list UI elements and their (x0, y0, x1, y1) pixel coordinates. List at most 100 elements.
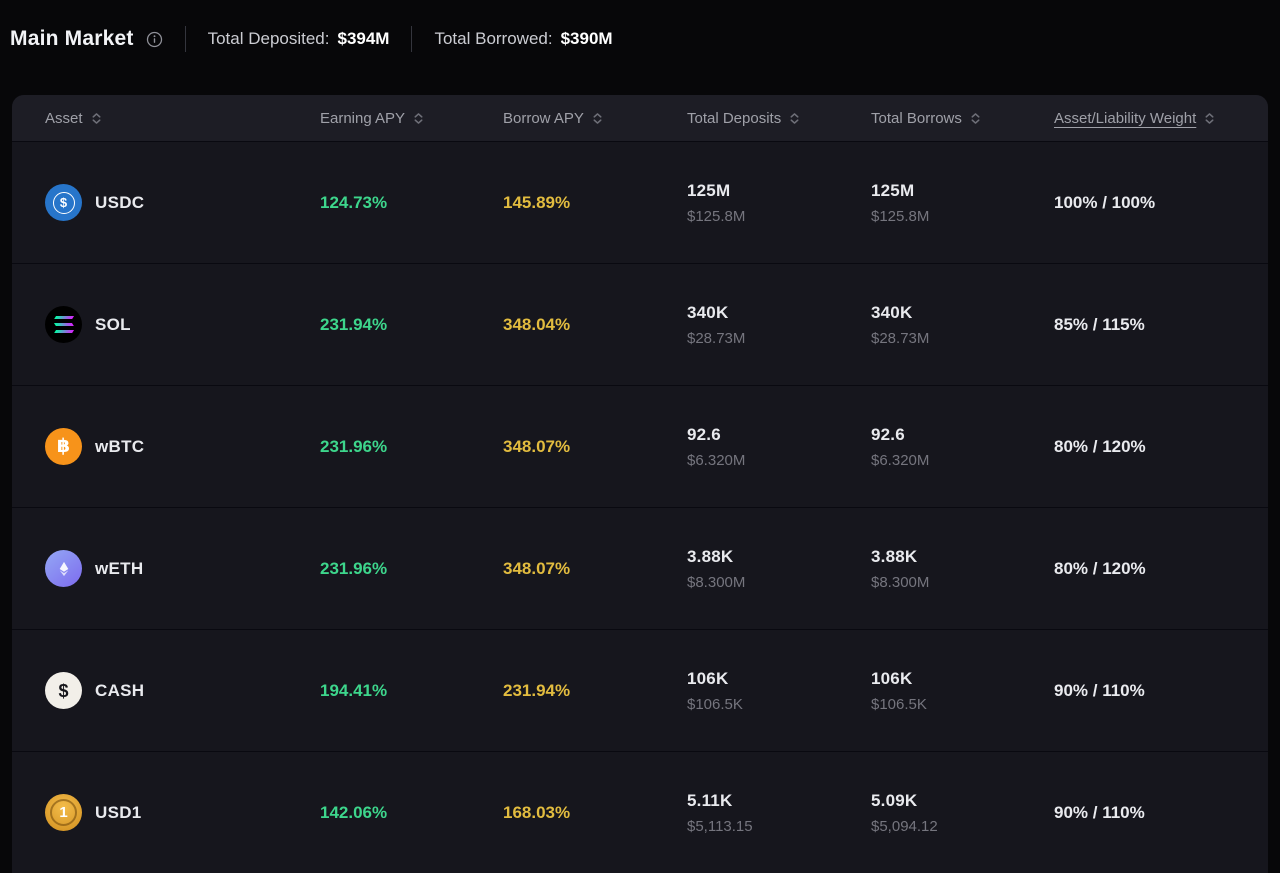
total-deposits-usd: $106.5K (687, 695, 743, 713)
asset-liability-weight: 80% / 120% (1054, 436, 1146, 456)
earning-apy-value: 231.94% (320, 314, 388, 334)
total-borrows-usd: $28.73M (871, 329, 930, 347)
table-header-row: Asset Earning APY Borrow APY Total Depos… (12, 95, 1268, 141)
total-deposits-usd: $5,113.15 (687, 817, 753, 835)
info-icon[interactable] (146, 31, 163, 48)
sol-icon (45, 306, 82, 343)
sort-icon[interactable] (412, 112, 425, 125)
total-deposits-cell: 125M $125.8M (687, 181, 871, 225)
total-borrows-cell: 5.09K $5,094.12 (871, 791, 1054, 835)
asset-name: SOL (95, 314, 131, 334)
total-borrows-cell: 92.6 $6.320M (871, 425, 1054, 469)
column-header-borrow-apy[interactable]: Borrow APY (503, 110, 687, 127)
total-borrows-usd: $6.320M (871, 451, 930, 469)
total-borrows-value: 106K (871, 668, 913, 688)
total-deposits-cell: 92.6 $6.320M (687, 425, 871, 469)
wbtc-icon: ฿ (45, 428, 82, 465)
usdc-icon: $ (45, 184, 82, 221)
column-header-asset-liability-weight[interactable]: Asset/Liability Weight (1054, 110, 1268, 127)
total-borrows-value: 3.88K (871, 546, 918, 566)
total-borrows-cell: 3.88K $8.300M (871, 547, 1054, 591)
column-header-asset[interactable]: Asset (12, 110, 320, 127)
total-deposited-label: Total Deposited: (207, 29, 330, 48)
column-header-total-borrows[interactable]: Total Borrows (871, 110, 1054, 127)
total-deposits-usd: $125.8M (687, 207, 746, 225)
total-deposits-cell: 5.11K $5,113.15 (687, 791, 871, 835)
total-borrows-cell: 125M $125.8M (871, 181, 1054, 225)
sort-icon[interactable] (969, 112, 982, 125)
asset-liability-weight: 85% / 115% (1054, 314, 1145, 334)
asset-cell: ฿ wBTC (12, 428, 320, 465)
total-deposits-value: 92.6 (687, 424, 721, 444)
column-label: Asset/Liability Weight (1054, 109, 1197, 127)
total-borrows-cell: 106K $106.5K (871, 669, 1054, 713)
total-deposits-value: 106K (687, 668, 729, 688)
total-deposits-usd: $8.300M (687, 573, 746, 591)
asset-cell: $ CASH (12, 672, 320, 709)
sort-icon[interactable] (1203, 112, 1216, 125)
borrow-apy-value: 348.07% (503, 558, 571, 578)
total-deposits-cell: 3.88K $8.300M (687, 547, 871, 591)
total-borrows-value: 5.09K (871, 790, 918, 810)
sort-icon[interactable] (90, 112, 103, 125)
asset-cell: 1 USD1 (12, 794, 320, 831)
weth-icon (45, 550, 82, 587)
column-label: Total Deposits (687, 109, 782, 127)
asset-cell: wETH (12, 550, 320, 587)
total-deposits-value: 3.88K (687, 546, 734, 566)
cash-icon: $ (45, 672, 82, 709)
usd1-icon: 1 (45, 794, 82, 831)
column-header-earning-apy[interactable]: Earning APY (320, 110, 503, 127)
earning-apy-value: 142.06% (320, 802, 388, 822)
asset-liability-weight: 80% / 120% (1054, 558, 1146, 578)
table-row[interactable]: $ USDC 124.73% 145.89% 125M $125.8M 125M… (12, 141, 1268, 263)
total-borrows-usd: $8.300M (871, 573, 930, 591)
asset-liability-weight: 90% / 110% (1054, 802, 1145, 822)
total-deposits-value: 5.11K (687, 790, 733, 810)
borrow-apy-value: 231.94% (503, 680, 571, 700)
total-deposits-usd: $6.320M (687, 451, 746, 469)
earning-apy-value: 194.41% (320, 680, 388, 700)
asset-cell: $ USDC (12, 184, 320, 221)
market-header: Main Market Total Deposited: $394M Total… (0, 0, 1280, 78)
total-borrowed-stat: Total Borrowed: $390M (434, 29, 612, 49)
earning-apy-value: 231.96% (320, 558, 388, 578)
column-label: Asset (45, 109, 83, 127)
table-row[interactable]: SOL 231.94% 348.04% 340K $28.73M 340K $2… (12, 263, 1268, 385)
column-header-total-deposits[interactable]: Total Deposits (687, 110, 871, 127)
total-borrows-value: 92.6 (871, 424, 905, 444)
asset-liability-weight: 90% / 110% (1054, 680, 1145, 700)
table-row[interactable]: 1 USD1 142.06% 168.03% 5.11K $5,113.15 5… (12, 751, 1268, 873)
page-title: Main Market (10, 27, 134, 50)
column-label: Borrow APY (503, 109, 584, 127)
borrow-apy-value: 168.03% (503, 802, 571, 822)
asset-name: wETH (95, 558, 144, 578)
asset-name: USD1 (95, 802, 142, 822)
column-label: Earning APY (320, 109, 406, 127)
table-body: $ USDC 124.73% 145.89% 125M $125.8M 125M… (12, 141, 1268, 873)
borrow-apy-value: 145.89% (503, 192, 571, 212)
sort-icon[interactable] (591, 112, 604, 125)
borrow-apy-value: 348.07% (503, 436, 571, 456)
asset-name: USDC (95, 192, 145, 212)
total-deposits-cell: 106K $106.5K (687, 669, 871, 713)
total-borrowed-value: $390M (560, 29, 613, 48)
total-borrows-usd: $125.8M (871, 207, 930, 225)
sort-icon[interactable] (788, 112, 801, 125)
total-borrows-value: 340K (871, 302, 913, 322)
total-borrows-value: 125M (871, 180, 915, 200)
total-deposits-value: 125M (687, 180, 731, 200)
table-row[interactable]: ฿ wBTC 231.96% 348.07% 92.6 $6.320M 92.6… (12, 385, 1268, 507)
table-row[interactable]: wETH 231.96% 348.07% 3.88K $8.300M 3.88K… (12, 507, 1268, 629)
total-deposited-value: $394M (337, 29, 390, 48)
column-label: Total Borrows (871, 109, 962, 127)
asset-name: CASH (95, 680, 145, 700)
total-deposits-cell: 340K $28.73M (687, 303, 871, 347)
header-divider (184, 26, 186, 52)
earning-apy-value: 124.73% (320, 192, 388, 212)
header-divider (411, 26, 413, 52)
total-borrowed-label: Total Borrowed: (434, 29, 553, 48)
total-borrows-usd: $106.5K (871, 695, 927, 713)
table-row[interactable]: $ CASH 194.41% 231.94% 106K $106.5K 106K… (12, 629, 1268, 751)
